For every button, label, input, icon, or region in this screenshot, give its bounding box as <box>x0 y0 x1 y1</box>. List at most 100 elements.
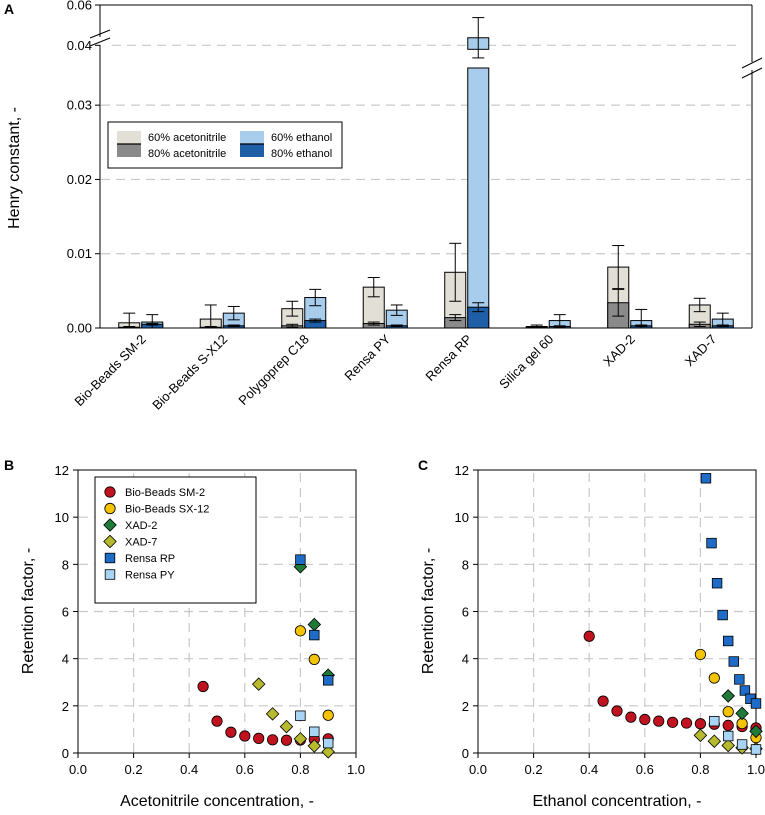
panel-c-point-rensa-rp <box>717 609 728 621</box>
panel-a-legend: 60% acetonitrile 80% acetonitrile 60% et… <box>107 121 343 169</box>
panel-b-point-xad-7 <box>251 677 266 691</box>
legend-label-bio-beads-sm-2: Bio-Beads SM-2 <box>125 487 205 499</box>
legend-swatch-80-ethanol <box>240 144 264 157</box>
panel-c-point-rensa-py <box>709 715 720 727</box>
panel-c-x-tick-label: 0.0 <box>469 762 487 777</box>
panel-c-point-xad-7 <box>693 728 708 743</box>
legend-marker-xad-2 <box>103 518 117 532</box>
panel-c-point-rensa-py <box>736 739 748 750</box>
panel-c-point-bio-beads-sx-12 <box>708 672 720 684</box>
category-label-bio-beads-s-x12: Bio-Beads S-X12 <box>149 332 230 413</box>
category-label-rensa-rp: Rensa RP <box>422 332 475 385</box>
panel-b-point-bio-beads-sm-2 <box>211 715 223 727</box>
panel-a-y-axis-label: Henry constant, - <box>6 107 23 229</box>
panel-c: C 0.0 0.2 0.4 0.6 0.8 1.0 0 2 4 6 8 10 12 Ethanol co… <box>418 457 765 810</box>
panel-c-y-tick-label: 8 <box>462 557 469 572</box>
panel-b-x-tick-label: 0.4 <box>180 762 198 777</box>
legend-label-bio-beads-sx-12: Bio-Beads SX-12 <box>125 504 209 516</box>
panel-c-point-bio-beads-sm-2 <box>666 716 679 728</box>
panel-a-y-tick-label: 0.03 <box>67 98 92 113</box>
legend-label-xad-2: XAD-2 <box>125 520 157 532</box>
panel-b-point-bio-beads-sm-2 <box>239 730 251 742</box>
panel-c-x-tick-label: 1.0 <box>747 762 765 777</box>
legend-label-xad-7: XAD-7 <box>125 537 157 549</box>
panel-c-x-tick-label: 0.4 <box>580 762 598 777</box>
legend-label-80-ethanol: 80% ethanol <box>271 148 332 160</box>
panel-b-x-tick-label: 0.8 <box>291 762 309 777</box>
panel-c-y-tick-label: 2 <box>462 699 469 714</box>
panel-b-x-tick-label: 0.0 <box>69 762 87 777</box>
panel-c-point-xad-2 <box>735 706 749 721</box>
category-label-polygoprep-c18: Polygoprep C18 <box>235 332 312 409</box>
panel-b-y-tick-label: 12 <box>55 463 69 478</box>
panel-b-point-bio-beads-sx-12 <box>294 625 306 637</box>
panel-c-point-rensa-py <box>750 744 762 755</box>
panel-c-x-tick-label: 0.6 <box>636 762 654 777</box>
panel-c-point-rensa-rp <box>750 698 762 709</box>
bar-60-ethanol-rensa-rp-lower <box>467 67 490 329</box>
panel-b-y-tick-label: 4 <box>62 652 69 667</box>
panel-b-point-bio-beads-sm-2 <box>280 734 293 746</box>
legend-swatch-80-acetonitrile <box>117 144 141 157</box>
panel-a-y-tick-label: 0.00 <box>67 321 92 336</box>
panel-c-y-tick-label: 10 <box>455 510 469 525</box>
axis-break-left-b <box>89 37 111 47</box>
panel-b-legend: Bio-Beads SM-2 Bio-Beads SX-12 XAD-2 XAD-7 R… <box>94 476 257 604</box>
panel-b-point-xad-7 <box>293 732 308 746</box>
panel-c-y-tick-label: 0 <box>462 746 469 761</box>
panel-c-y-tick-label: 12 <box>455 463 469 478</box>
panel-b-point-bio-beads-sm-2 <box>225 726 237 738</box>
axis-break-right-b <box>741 67 763 79</box>
panel-c-point-bio-beads-sm-2 <box>639 713 651 726</box>
panel-c-point-rensa-rp <box>706 537 717 549</box>
panel-b-point-xad-7 <box>321 745 335 759</box>
panel-a-y-tick-label: 0.01 <box>67 246 92 261</box>
panel-c-label: C <box>418 457 428 473</box>
panel-b-point-xad-7 <box>279 719 294 734</box>
panel-a-y-tick-label: 0.06 <box>67 0 92 13</box>
panel-c-point-rensa-rp <box>723 635 734 647</box>
panel-b-point-rensa-py <box>309 726 320 737</box>
panel-b-y-tick-label: 2 <box>62 699 69 714</box>
panel-c-point-bio-beads-sx-12 <box>694 648 707 661</box>
axis-break-right-a <box>741 57 763 69</box>
category-label-xad-7: XAD-7 <box>682 332 720 370</box>
panel-b-x-tick-label: 0.2 <box>125 762 143 777</box>
panel-c-point-rensa-rp <box>711 578 723 589</box>
panel-c-point-rensa-rp <box>700 473 712 484</box>
panel-b-x-tick-label: 1.0 <box>347 762 365 777</box>
panel-b-y-tick-label: 8 <box>62 557 69 572</box>
panel-c-point-xad-7 <box>721 738 735 753</box>
panel-c-x-tick-label: 0.8 <box>691 762 709 777</box>
panel-c-point-rensa-rp <box>728 656 739 667</box>
panel-c-point-rensa-rp <box>734 674 745 685</box>
panel-a: A 0.00 0.01 0.02 0.03 0.04 0.06 Bio-Beads SM-… <box>4 0 763 413</box>
panel-b-point-bio-beads-sm-2 <box>197 680 209 693</box>
panel-a-y-tick-label: 0.04 <box>67 38 92 53</box>
panel-b-point-bio-beads-sm-2 <box>253 732 265 744</box>
panel-c-point-rensa-rp <box>739 685 751 696</box>
panel-b-point-rensa-rp <box>309 629 320 641</box>
panel-b-point-bio-beads-sm-2 <box>266 734 279 746</box>
category-label-xad-2: XAD-2 <box>600 332 638 370</box>
category-label-rensa-py: Rensa PY <box>341 331 393 383</box>
panel-b-legend-box <box>94 476 257 604</box>
panel-c-point-bio-beads-sm-2 <box>680 717 693 729</box>
panel-b-point-rensa-py <box>322 737 334 749</box>
panel-c-point-bio-beads-sm-2 <box>597 695 609 707</box>
legend-marker-xad-7 <box>103 534 117 549</box>
panel-b-point-xad-7 <box>265 707 280 721</box>
panel-c-y-tick-label: 4 <box>462 652 469 667</box>
panel-b-point-bio-beads-sx-12 <box>322 709 334 721</box>
panel-c-point-bio-beads-sx-12 <box>722 706 734 718</box>
panel-c-point-bio-beads-sm-2 <box>653 715 665 727</box>
panel-a-y-tick-label: 0.02 <box>67 172 92 187</box>
legend-label-60-acetonitrile: 60% acetonitrile <box>148 132 226 144</box>
category-label-bio-beads-sm-2: Bio-Beads SM-2 <box>71 332 149 410</box>
panel-b-point-bio-beads-sx-12 <box>308 653 320 665</box>
panel-c-y-axis-label: Retention factor, - <box>420 548 437 674</box>
panel-c-point-bio-beads-sm-2 <box>583 630 595 642</box>
panel-c-point-rensa-py <box>723 730 734 742</box>
panel-c-point-xad-2 <box>749 724 763 739</box>
